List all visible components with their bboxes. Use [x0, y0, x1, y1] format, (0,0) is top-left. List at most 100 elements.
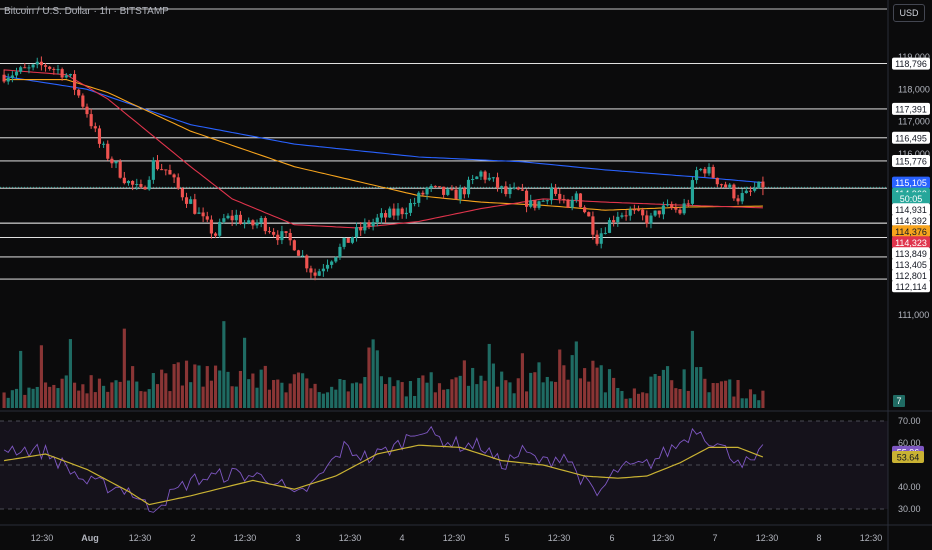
candle-body	[417, 192, 421, 203]
candle-body	[375, 217, 379, 223]
volume-bar	[541, 382, 545, 408]
x-tick-label: 4	[399, 533, 404, 543]
rsi-tick-label: 30.00	[898, 504, 921, 514]
volume-bar	[641, 392, 645, 408]
candle-body	[81, 95, 85, 107]
volume-bar	[292, 374, 296, 408]
volume-bar	[761, 390, 765, 408]
volume-bar	[554, 381, 558, 408]
candle-body	[682, 203, 686, 214]
volume-bar	[724, 380, 728, 408]
candle-body	[661, 205, 665, 215]
candle-body	[247, 220, 251, 224]
candle-body	[641, 209, 645, 216]
candle-body	[388, 208, 392, 218]
candle-body	[64, 75, 68, 78]
candle-body	[740, 193, 744, 202]
volume-bar	[238, 370, 243, 408]
x-tick-label: 12:30	[129, 533, 152, 543]
candle-body	[433, 185, 437, 187]
x-tick-label: 12:30	[860, 533, 883, 543]
candle-body	[558, 193, 562, 199]
rsi-pane	[0, 420, 888, 513]
candle-body	[616, 216, 620, 223]
candle-body	[14, 71, 19, 76]
volume-bar	[620, 390, 624, 408]
volume-bar	[85, 393, 89, 408]
candle-body	[462, 188, 466, 195]
candle-body	[599, 233, 603, 244]
volume-bar	[462, 360, 466, 408]
candle-body	[243, 223, 247, 225]
volume-bar	[744, 398, 748, 408]
candle-body	[371, 222, 375, 227]
volume-bar	[516, 378, 520, 408]
candle-body	[674, 207, 678, 210]
candle-body	[6, 77, 10, 82]
currency-button[interactable]: USD	[893, 4, 925, 22]
candle-body	[583, 207, 587, 213]
volume-bar	[126, 380, 131, 408]
candle-body	[421, 192, 425, 195]
volume-bar	[728, 379, 732, 408]
volume-bar	[413, 395, 417, 408]
candle-body	[114, 161, 118, 164]
volume-bar	[147, 389, 151, 408]
volume-bar	[135, 381, 139, 408]
candle-body	[711, 166, 715, 178]
candle-body	[325, 264, 330, 269]
candle-body	[748, 190, 753, 192]
volume-tag-label: 7	[896, 396, 901, 406]
candle-body	[715, 177, 719, 185]
volume-bar	[267, 389, 272, 408]
volume-bar	[715, 383, 719, 408]
volume-bar	[230, 386, 234, 408]
candle-body	[238, 214, 243, 224]
candle-body	[52, 68, 56, 70]
volume-bar	[255, 387, 259, 408]
candle-body	[396, 208, 400, 216]
volume-bar	[466, 385, 471, 408]
volume-bar	[433, 392, 437, 408]
candle-body	[288, 232, 292, 241]
volume-bar	[2, 392, 6, 408]
candle-body	[383, 213, 388, 218]
candle-body	[201, 212, 205, 217]
volume-bar	[495, 386, 500, 408]
candle-body	[624, 215, 628, 217]
candle-body	[612, 220, 616, 223]
candle-body	[330, 261, 334, 265]
volume-bar	[102, 385, 106, 408]
volume-bar	[682, 369, 686, 408]
price-tag	[892, 269, 930, 282]
volume-bar	[711, 382, 715, 408]
volume-bar	[172, 364, 176, 408]
price-tag-label: 114,931	[895, 205, 927, 215]
price-tag-label: 117,391	[895, 104, 927, 114]
volume-bar	[151, 373, 155, 408]
rsi-tag-label: 53.64	[897, 452, 920, 462]
candle-body	[31, 64, 35, 68]
volume-bar	[52, 384, 56, 408]
volume-bar	[566, 379, 570, 408]
volume-bar	[313, 383, 317, 408]
volume-bar	[97, 378, 102, 408]
rsi-tick-label: 40.00	[898, 482, 921, 492]
candle-body	[60, 69, 64, 78]
volume-bar	[475, 384, 479, 408]
volume-bar	[155, 384, 160, 408]
volume-bar	[81, 384, 85, 408]
price-tag-label: 114,376	[895, 227, 927, 237]
volume-bar	[524, 391, 529, 408]
candle-body	[425, 188, 429, 195]
candle-body	[147, 179, 151, 190]
volume-bar	[388, 377, 392, 408]
candle-body	[97, 128, 102, 144]
volume-bar	[122, 328, 126, 408]
candle-body	[541, 200, 545, 202]
candle-body	[549, 188, 554, 201]
price-tag	[892, 258, 930, 271]
volume-bar	[595, 367, 599, 408]
volume-bar	[27, 387, 31, 408]
